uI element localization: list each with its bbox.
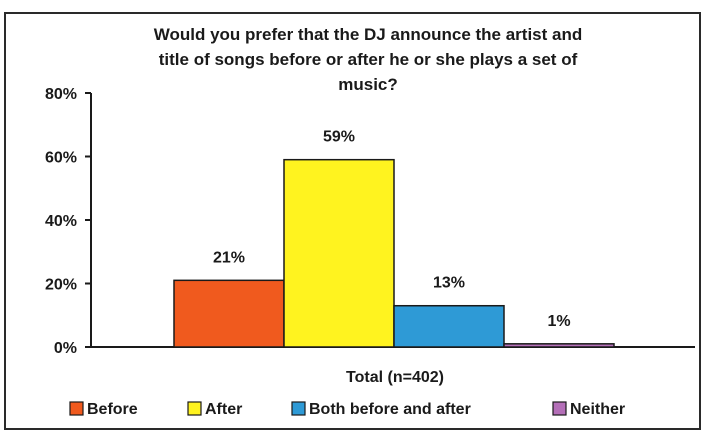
- data-label: 13%: [433, 275, 465, 292]
- chart-title-line-3: music?: [338, 75, 398, 94]
- chart-title: Would you prefer that the DJ announce th…: [154, 25, 583, 94]
- chart-title-line-2: title of songs before or after he or she…: [159, 50, 578, 69]
- y-tick-label: 60%: [45, 150, 77, 167]
- data-labels: 21% 59% 13% 1%: [213, 129, 571, 330]
- legend-swatch: [69, 401, 84, 416]
- legend-label: Both before and after: [309, 401, 471, 418]
- y-tick-label: 40%: [45, 213, 77, 230]
- chart-title-line-1: Would you prefer that the DJ announce th…: [154, 25, 583, 44]
- legend-swatch: [552, 401, 567, 416]
- y-tick-label: 20%: [45, 277, 77, 294]
- data-label: 21%: [213, 249, 245, 266]
- y-tick-label: 80%: [45, 86, 77, 103]
- legend-label: Neither: [570, 401, 625, 418]
- legend-swatch: [291, 401, 306, 416]
- y-ticks: 0% 20% 40% 60% 80%: [45, 86, 91, 357]
- bars: [173, 158, 615, 348]
- data-label: 1%: [547, 313, 570, 330]
- legend-label: Before: [87, 401, 138, 418]
- bar-after: [283, 158, 395, 348]
- legend-label: After: [205, 401, 242, 418]
- bar-both-before-and-after: [393, 304, 505, 348]
- legend-swatch: [187, 401, 202, 416]
- x-axis-label: Total (n=402): [346, 369, 444, 386]
- bar-neither: [503, 343, 615, 348]
- bar-before: [173, 279, 285, 348]
- y-tick-label: 0%: [54, 340, 77, 357]
- legend: Before After Both before and after Neither: [69, 401, 625, 418]
- data-label: 59%: [323, 129, 355, 146]
